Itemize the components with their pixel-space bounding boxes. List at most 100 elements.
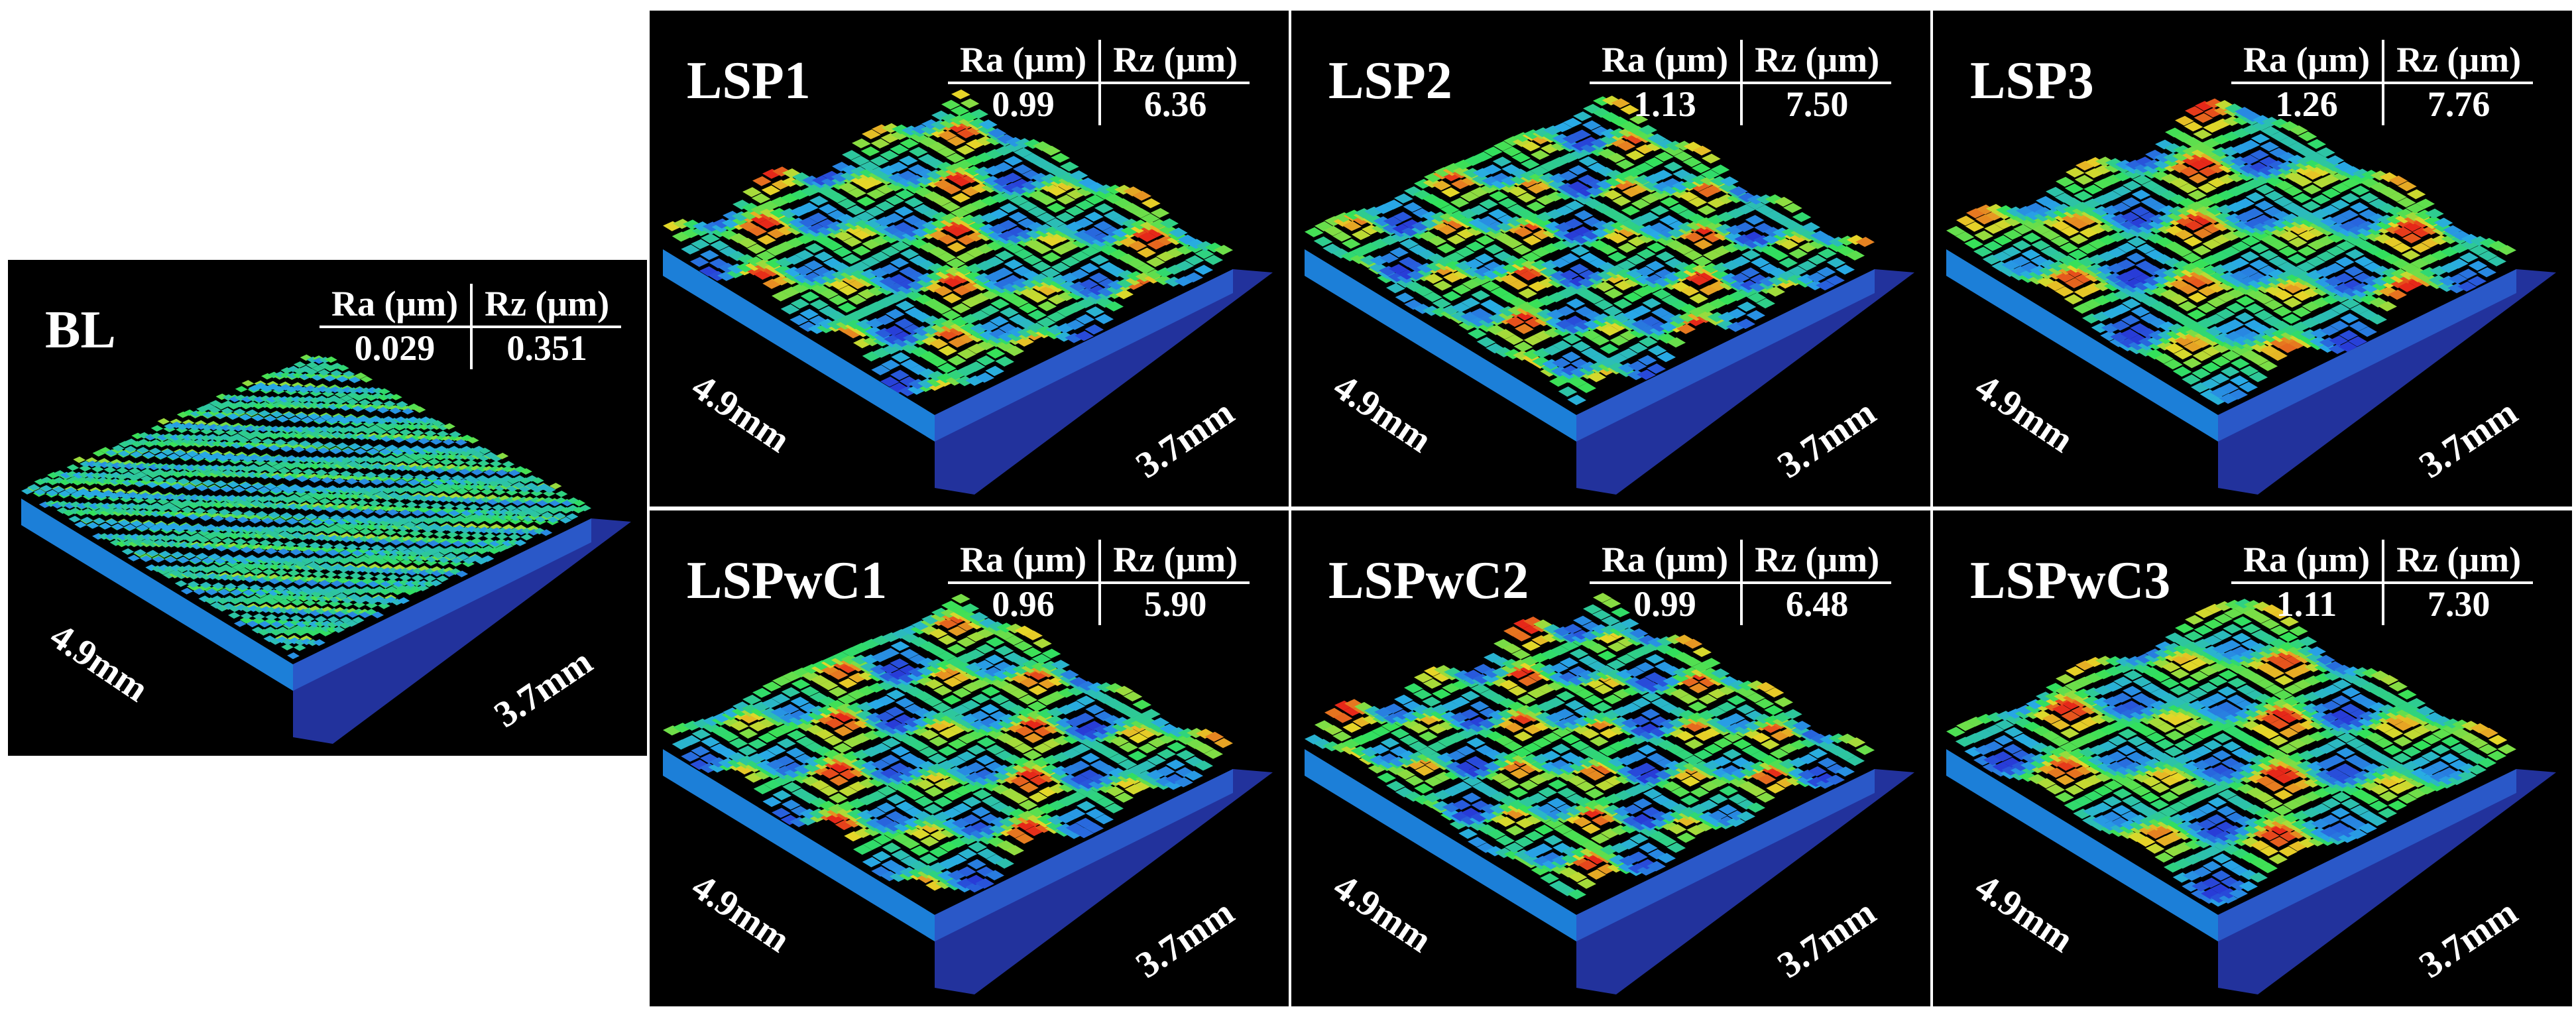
surface-cell [1075, 314, 1095, 325]
surface-cell [339, 622, 351, 629]
surface-cell [852, 138, 871, 149]
surface-cell [891, 352, 910, 363]
surface-cell [335, 518, 349, 525]
surface-cell [353, 457, 366, 464]
surface-cell [1608, 233, 1628, 244]
surface-cell [1550, 270, 1569, 281]
surface-cell [1572, 233, 1592, 244]
surface-cell [239, 558, 252, 565]
surface-cell [1552, 340, 1572, 351]
surface-cell [966, 231, 986, 242]
surface-cell [162, 571, 176, 579]
surface-cell [428, 458, 440, 465]
surface-cell [476, 475, 489, 482]
surface-cell [900, 359, 919, 370]
surface-cell [1773, 215, 1792, 225]
surface-cell [1484, 147, 1503, 156]
surface-cell [2046, 186, 2065, 197]
surface-cell [354, 372, 367, 379]
surface-cell [413, 406, 426, 413]
surface-cell [453, 453, 466, 461]
surface-cell [1633, 286, 1653, 297]
surface-cell [243, 433, 257, 440]
surface-cell [311, 518, 323, 525]
surface-cell [447, 446, 461, 453]
surface-cell [1993, 235, 2013, 245]
surface-cell [352, 471, 365, 478]
surface-cell [1521, 159, 1540, 169]
surface-cell [976, 243, 995, 254]
surface-cell [932, 196, 952, 206]
surface-cell [1360, 242, 1380, 253]
surface-cell [763, 779, 783, 790]
surface-cell [809, 808, 828, 819]
surface-cell [349, 507, 362, 514]
surface-cell [1075, 200, 1094, 210]
surface-cell [1452, 284, 1472, 295]
surface-cell [384, 463, 397, 471]
surface-cell [1600, 326, 1620, 336]
surface-cell [1479, 313, 1499, 324]
surface-cell [995, 250, 1014, 261]
surface-cell [1006, 233, 1026, 243]
surface-cell [1084, 211, 1104, 222]
surface-cell [237, 436, 250, 444]
surface-cell [1801, 222, 1820, 233]
surface-cell [177, 477, 190, 485]
surface-cell [1057, 181, 1077, 191]
surface-cell [1041, 268, 1061, 278]
surface-cell [1605, 176, 1624, 187]
surface-cell [386, 509, 399, 516]
surface-cell [701, 233, 720, 244]
surface-cell [2200, 265, 2220, 275]
surface-cell [2479, 237, 2498, 248]
surface-cell [927, 142, 947, 152]
specimen-front-wall [1946, 249, 2218, 442]
surface-cell [312, 493, 325, 501]
surface-cell [2425, 208, 2444, 219]
surface-cell [1437, 225, 1457, 235]
surface-cell [439, 474, 451, 481]
surface-cell [833, 247, 852, 257]
surface-cell [1169, 227, 1188, 238]
surface-cell [1090, 255, 1109, 265]
surface-cell [152, 556, 165, 563]
surface-cell [928, 356, 947, 367]
surface-cell [115, 540, 129, 548]
surface-cell [381, 424, 394, 432]
surface-cell [884, 213, 904, 223]
surface-cell [2162, 268, 2182, 278]
surface-cell [483, 532, 496, 540]
surface-cell [313, 558, 326, 565]
surface-cell [215, 544, 228, 552]
surface-cell [381, 436, 393, 442]
surface-cell [2332, 171, 2352, 181]
surface-cell [1431, 199, 1450, 209]
surface-cell [1547, 292, 1566, 302]
surface-cell [2321, 205, 2340, 215]
surface-cell [295, 487, 308, 494]
surface-cell [886, 181, 906, 192]
surface-cell [2268, 256, 2288, 267]
surface-cell [2264, 190, 2284, 201]
surface-cell [105, 449, 118, 456]
surface-cell [1472, 274, 1492, 285]
surface-cell [1000, 307, 1019, 318]
surface-cell [2235, 198, 2255, 208]
surface-cell [241, 605, 254, 613]
surface-cell [2240, 154, 2259, 165]
surface-cell [2031, 240, 2050, 251]
surface-cell [2339, 209, 2359, 220]
surface-cell [717, 270, 736, 281]
surface-cell [882, 842, 902, 853]
surface-cell [772, 790, 791, 801]
surface-cell [2083, 282, 2103, 293]
surface-cell [1720, 176, 1739, 186]
surface-cell [1118, 253, 1138, 264]
surface-cell [137, 447, 149, 453]
surface-cell [249, 517, 262, 524]
surface-cell [2084, 168, 2104, 178]
surface-cell [33, 489, 46, 496]
surface-cell [980, 321, 999, 332]
surface-cell [785, 255, 804, 265]
